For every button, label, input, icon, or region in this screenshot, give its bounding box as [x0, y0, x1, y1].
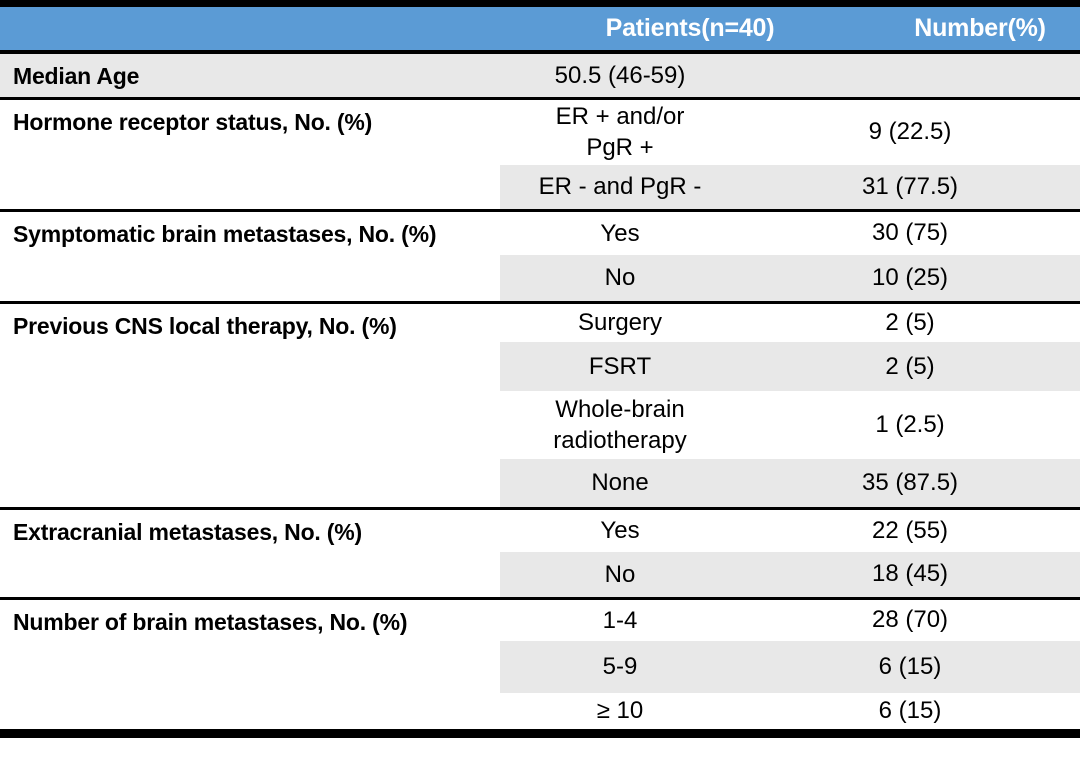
cell-value: 5-9 — [500, 641, 740, 693]
table-row: Whole-brain radiotherapy 1 (2.5) — [0, 391, 1080, 459]
table-row: Symptomatic brain metastases, No. (%) Ye… — [0, 208, 1080, 302]
cell-value: ≥ 10 — [596, 697, 644, 725]
cell-value: No — [500, 552, 740, 598]
cell-number: 6 (15) — [878, 696, 942, 724]
table-row: ≥ 10 6 (15) — [0, 693, 1080, 733]
table-row: 5-9 6 (15) — [0, 641, 1080, 693]
cell-number: 22 (55) — [740, 506, 1080, 552]
header-cell-number: Number(%) — [880, 3, 1080, 54]
cell-value: Whole-brain radiotherapy — [553, 395, 687, 454]
cell-number: 35 (87.5) — [740, 459, 1080, 508]
table-row: ER - and PgR - 31 (77.5) — [0, 165, 1080, 210]
cell-number: 6 (15) — [740, 641, 1080, 693]
table-header-row: Patients(n=40) Number(%) — [0, 3, 1080, 54]
cell-value: ER - and PgR - — [500, 165, 740, 210]
cell-number: 10 (25) — [740, 255, 1080, 302]
header-cell-empty — [0, 3, 500, 54]
cell-number: 30 (75) — [740, 208, 1080, 255]
table-row: Median Age 50.5 (46-59) — [0, 50, 1080, 98]
row-label-number-of-brain-metastases: Number of brain metastases, No. (%) — [0, 596, 500, 733]
table-row: No 18 (45) — [0, 552, 1080, 598]
cell-value: No — [500, 255, 740, 302]
table-row: Previous CNS local therapy, No. (%) Surg… — [0, 300, 1080, 508]
patient-characteristics-table: Patients(n=40) Number(%) Median Age 50.5… — [0, 0, 1080, 738]
cell-value: Yes — [500, 506, 740, 552]
cell-value: 50.5 (46-59) — [500, 50, 740, 98]
cell-number: 18 (45) — [740, 552, 1080, 598]
table-row: No 10 (25) — [0, 255, 1080, 302]
cell-value: Yes — [500, 208, 740, 255]
table-row: Number of brain metastases, No. (%) 1-4 … — [0, 596, 1080, 733]
row-label-median-age: Median Age — [0, 50, 500, 98]
cell-number: 28 (70) — [740, 596, 1080, 641]
cell-number: 1 (2.5) — [875, 411, 945, 438]
cell-number: 2 (5) — [740, 342, 1080, 391]
row-label-previous-cns-local-therapy: Previous CNS local therapy, No. (%) — [0, 300, 500, 508]
table-row: FSRT 2 (5) — [0, 342, 1080, 391]
cell-value: None — [500, 459, 740, 508]
table-row: Extracranial metastases, No. (%) Yes 22 … — [0, 506, 1080, 598]
cell-number: 9 (22.5) — [740, 96, 1080, 165]
cell-value: 1-4 — [500, 596, 740, 641]
row-label-extracranial-metastases: Extracranial metastases, No. (%) — [0, 506, 500, 598]
cell-value: Surgery — [500, 300, 740, 342]
header-cell-patients: Patients(n=40) — [500, 3, 881, 54]
table-row: None 35 (87.5) — [0, 459, 1080, 508]
cell-number — [740, 50, 1080, 98]
cell-value: FSRT — [500, 342, 740, 391]
row-label-symptomatic-brain-metastases: Symptomatic brain metastases, No. (%) — [0, 208, 500, 302]
cell-value: ER + and/or PgR + — [500, 96, 740, 165]
table-row: Hormone receptor status, No. (%) ER + an… — [0, 96, 1080, 210]
cell-number: 2 (5) — [740, 300, 1080, 342]
cell-number: 31 (77.5) — [740, 165, 1080, 210]
row-label-hormone-receptor-status: Hormone receptor status, No. (%) — [0, 96, 500, 210]
